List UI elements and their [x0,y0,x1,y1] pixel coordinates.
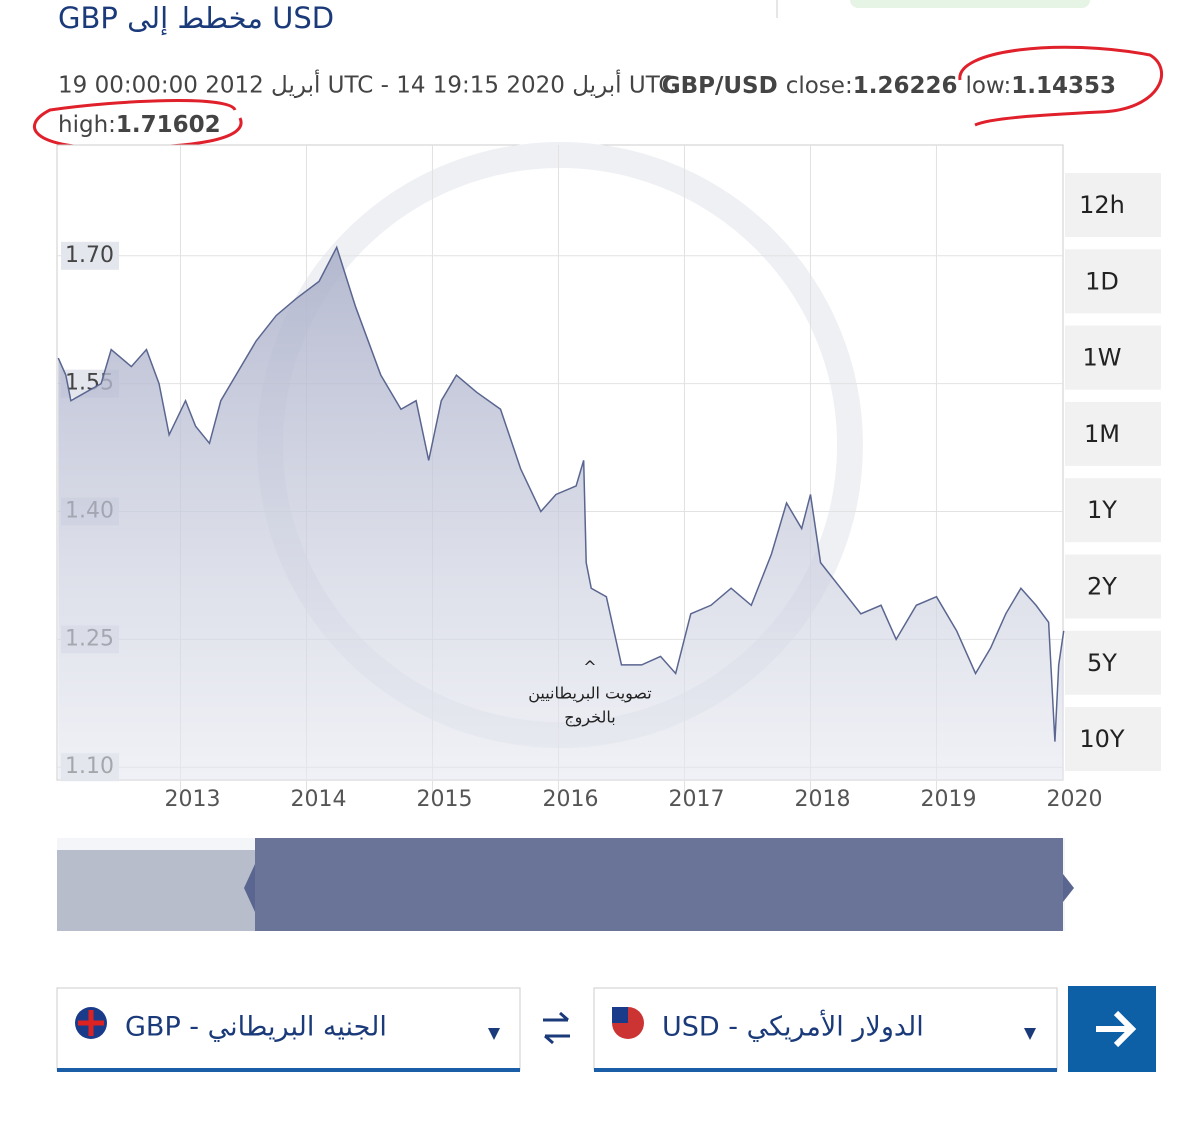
underline [594,1068,1057,1072]
range-button[interactable] [1065,249,1161,314]
range-button[interactable] [1065,478,1161,543]
range-label: 5Y [1087,649,1117,677]
area [58,247,1064,781]
range-label: 10Y [1079,725,1125,753]
underline [57,1068,520,1072]
low: 1.14353 [1011,73,1116,99]
high-label: high: [58,112,116,138]
low-label: low: [965,73,1011,99]
navigator-outside [57,850,255,931]
pair: GBP/USD [662,73,778,99]
range-button[interactable] [1065,401,1161,466]
range-label: 1Y [1087,496,1117,524]
x-tick-label: 2017 [668,787,724,812]
swap-icon[interactable] [543,1011,570,1045]
close-label: close: [786,73,853,99]
range-label: 1W [1083,344,1122,372]
page-title: GBP مخطط إلى USD [58,1,334,36]
x-tick-label: 2014 [290,787,346,812]
high: 1.71602 [116,112,221,138]
x-tick-label: 2020 [1046,787,1102,812]
y-tick-label: 1.70 [65,243,114,268]
range-button[interactable] [1065,325,1161,390]
highlight-high [32,99,243,150]
to-select[interactable] [593,987,1058,1071]
arrow-icon [1096,1010,1137,1048]
range-label: 1M [1084,420,1120,448]
dropdown-arrow [1024,1028,1036,1040]
close: 1.26226 [853,73,958,99]
stats-high: high:1.71602 [58,112,221,138]
from-select[interactable] [56,987,521,1071]
date-range: 19 أبريل 2012 00:00:00 UTC - 14 أبريل 20… [58,70,674,99]
range-label: 12h [1079,191,1125,219]
plot: 2013 2014 2015 2016 2017 2018 2019 20201.701.55… [57,145,1102,812]
annotation: تصويت البريطانيين [528,684,652,704]
tick-bg [61,241,119,270]
range-buttons: 12h 1D 1W 1M 1Y 2Y 5Y 10Y [1065,173,1161,772]
x-tick-label: 2013 [164,787,220,812]
x-tick-label: 2016 [542,787,598,812]
x-tick-label: 2018 [794,787,850,812]
flag-canton [612,1007,628,1023]
range-button[interactable] [1065,173,1161,237]
x-tick-label: 2019 [920,787,976,812]
top-button[interactable] [850,0,1090,8]
dropdown-arrow [488,1028,500,1040]
range-label: 2Y [1087,573,1117,601]
range-button[interactable] [1065,554,1161,619]
line [57,245,1065,742]
annotation: بالخروج [564,708,615,728]
from-currency: GBP - الجنيه البريطاني [125,1012,387,1043]
annotation: ^ [583,658,596,677]
flag-cross [78,1010,104,1036]
range-button[interactable] [1065,707,1161,772]
range-label: 1D [1085,267,1119,295]
range-button[interactable] [1065,630,1161,695]
highlight-low [958,45,1163,127]
navigator-window[interactable] [255,838,1063,931]
x-tick-label: 2015 [416,787,472,812]
stats: GBP/USD close:1.26226 low:1.14353 [662,73,1116,99]
to-currency: USD - الدولار الأمريكي [662,1009,924,1043]
